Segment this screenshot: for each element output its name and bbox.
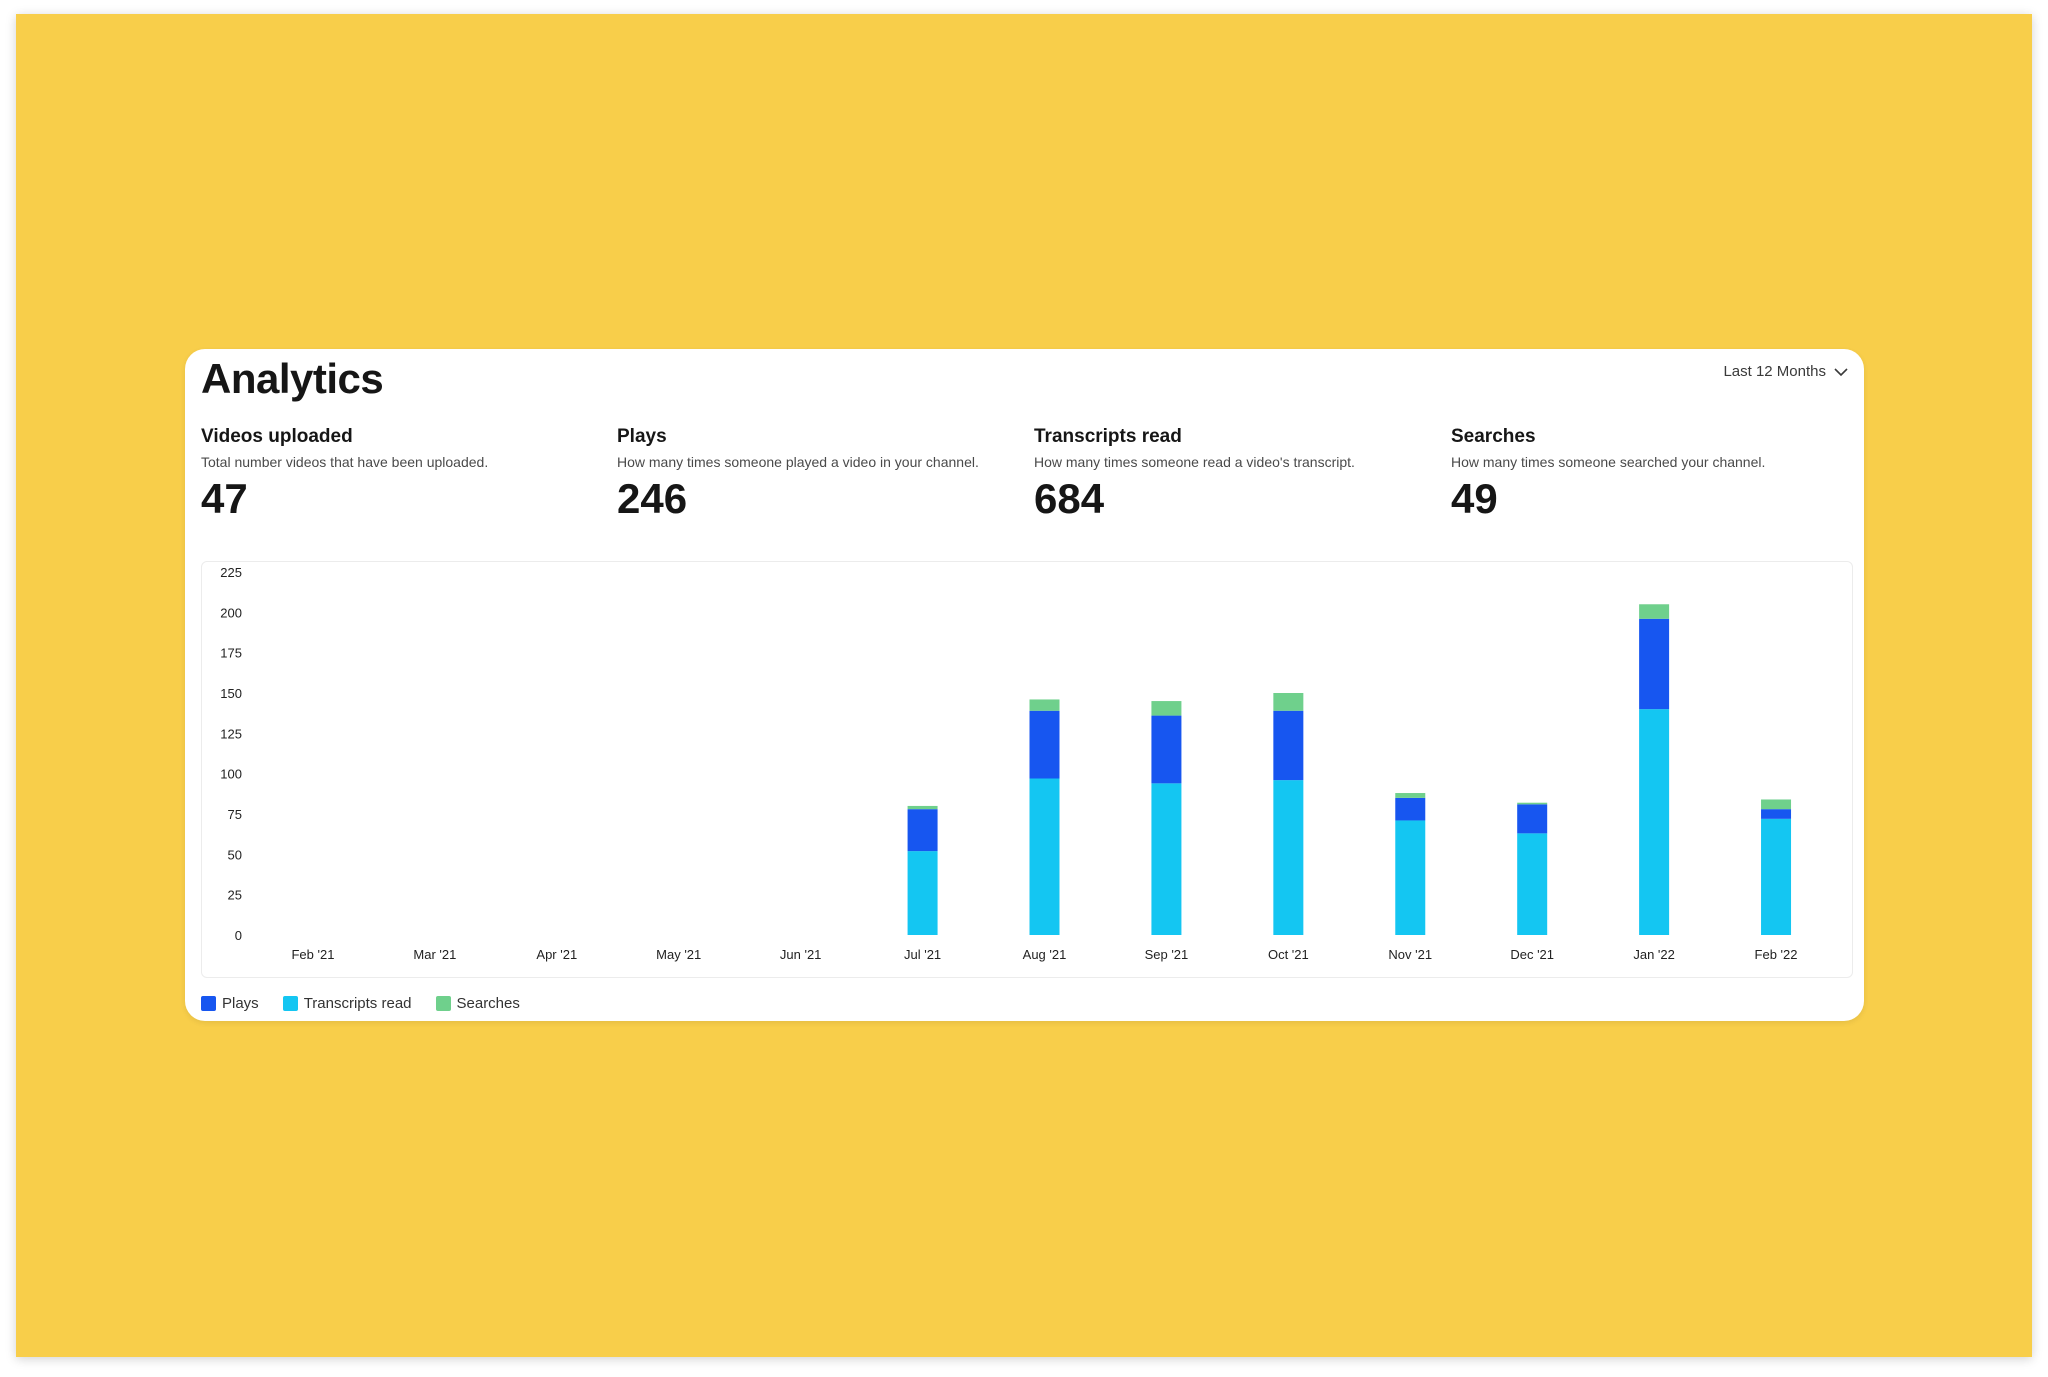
stat-value: 47: [201, 475, 248, 522]
bar-segment-plays: [1517, 804, 1548, 834]
y-tick-label: 175: [220, 646, 242, 661]
x-tick-label: Apr '21: [536, 947, 577, 962]
y-tick-label: 200: [220, 605, 242, 620]
x-tick-label: Sep '21: [1145, 947, 1189, 962]
stat-value: 49: [1451, 475, 1498, 522]
x-tick-label: Mar '21: [413, 947, 456, 962]
bar-segment-transcripts-read: [907, 851, 938, 935]
legend-swatch: [435, 996, 451, 1011]
legend-label: Searches: [456, 995, 520, 1012]
bar-segment-transcripts-read: [1517, 833, 1548, 935]
x-tick-label: Feb '22: [1755, 947, 1798, 962]
stat-label: Videos uploaded: [201, 426, 353, 447]
chart-legend: Plays Transcripts read Searches: [201, 995, 520, 1012]
y-tick-label: 50: [228, 847, 242, 862]
x-tick-label: Aug '21: [1023, 947, 1067, 962]
page-title: Analytics: [201, 355, 384, 402]
legend-swatch: [201, 996, 216, 1011]
y-tick-label: 225: [220, 565, 242, 580]
bar-segment-plays: [1639, 618, 1670, 710]
legend-label: Transcripts read: [303, 995, 412, 1012]
bar-segment-transcripts-read: [1761, 818, 1792, 935]
bar-segment-searches: [1395, 793, 1426, 798]
stat-label: Plays: [617, 426, 667, 447]
bar-segment-transcripts-read: [1029, 778, 1060, 935]
stat-description: How many times someone played a video in…: [617, 454, 979, 470]
stat-description: Total number videos that have been uploa…: [201, 454, 489, 470]
x-tick-label: Jun '21: [780, 947, 822, 962]
x-tick-label: Dec '21: [1510, 947, 1554, 962]
date-range-label: Last 12 Months: [1723, 363, 1826, 380]
x-tick-label: Jan '22: [1633, 947, 1675, 962]
bar-chart: 0 25 50 75 100 125 150 175 200 225 Feb '21 Mar '21 A…: [201, 561, 1853, 978]
bar-segment-plays: [907, 809, 938, 852]
bar-segment-transcripts-read: [1273, 780, 1304, 935]
bar-segment-plays: [1761, 809, 1792, 819]
stat-description: How many times someone searched your cha…: [1451, 454, 1766, 470]
bar-segment-searches: [1639, 604, 1670, 619]
legend-item-plays[interactable]: Plays: [201, 995, 259, 1012]
y-tick-label: 125: [220, 726, 242, 741]
y-tick-label: 100: [220, 767, 242, 782]
bar-segment-plays: [1395, 797, 1426, 821]
bar-segment-searches: [1151, 701, 1182, 716]
bar-segment-searches: [1273, 693, 1304, 711]
bar-segment-transcripts-read: [1639, 709, 1670, 935]
legend-item-transcripts-read[interactable]: Transcripts read: [282, 995, 412, 1012]
stat-searches: Searches How many times someone searched…: [1451, 425, 1861, 523]
stat-plays: Plays How many times someone played a vi…: [617, 425, 1027, 523]
x-tick-label: May '21: [656, 947, 701, 962]
bar-segment-transcripts-read: [1151, 783, 1182, 935]
chevron-down-icon: [1834, 367, 1848, 376]
bar-segment-plays: [1029, 710, 1060, 779]
stat-videos-uploaded: Videos uploaded Total number videos that…: [201, 425, 611, 523]
x-tick-label: Feb '21: [291, 947, 334, 962]
x-tick-label: Jul '21: [904, 947, 941, 962]
bar-segment-searches: [1517, 802, 1548, 805]
stat-transcripts-read: Transcripts read How many times someone …: [1034, 425, 1444, 523]
chart-svg: 0 25 50 75 100 125 150 175 200 225 Feb '21 Mar '21 A…: [220, 565, 1798, 962]
stats-row: Videos uploaded Total number videos that…: [201, 425, 1861, 525]
bar-segment-searches: [1761, 799, 1792, 810]
bar-segment-searches: [907, 805, 938, 810]
bar-segment-plays: [1151, 715, 1182, 784]
bar-segment-searches: [1029, 699, 1060, 711]
x-tick-label: Nov '21: [1388, 947, 1432, 962]
legend-item-searches[interactable]: Searches: [435, 995, 520, 1012]
y-tick-label: 25: [228, 888, 242, 903]
stat-value: 684: [1034, 475, 1105, 522]
legend-label: Plays: [222, 995, 259, 1012]
bar-segment-transcripts-read: [1395, 820, 1426, 935]
bar-segment-plays: [1273, 710, 1304, 781]
y-tick-label: 150: [220, 686, 242, 701]
legend-swatch: [282, 996, 298, 1011]
stat-value: 246: [617, 475, 688, 522]
y-tick-label: 0: [235, 928, 242, 943]
stat-description: How many times someone read a video's tr…: [1034, 454, 1355, 470]
x-tick-label: Oct '21: [1268, 947, 1309, 962]
analytics-card: Analytics Last 12 Months Videos uploaded…: [185, 349, 1864, 1021]
date-range-dropdown[interactable]: Last 12 Months: [1723, 363, 1848, 380]
stat-label: Searches: [1451, 426, 1536, 447]
stat-label: Transcripts read: [1034, 426, 1182, 447]
y-tick-label: 75: [228, 807, 242, 822]
